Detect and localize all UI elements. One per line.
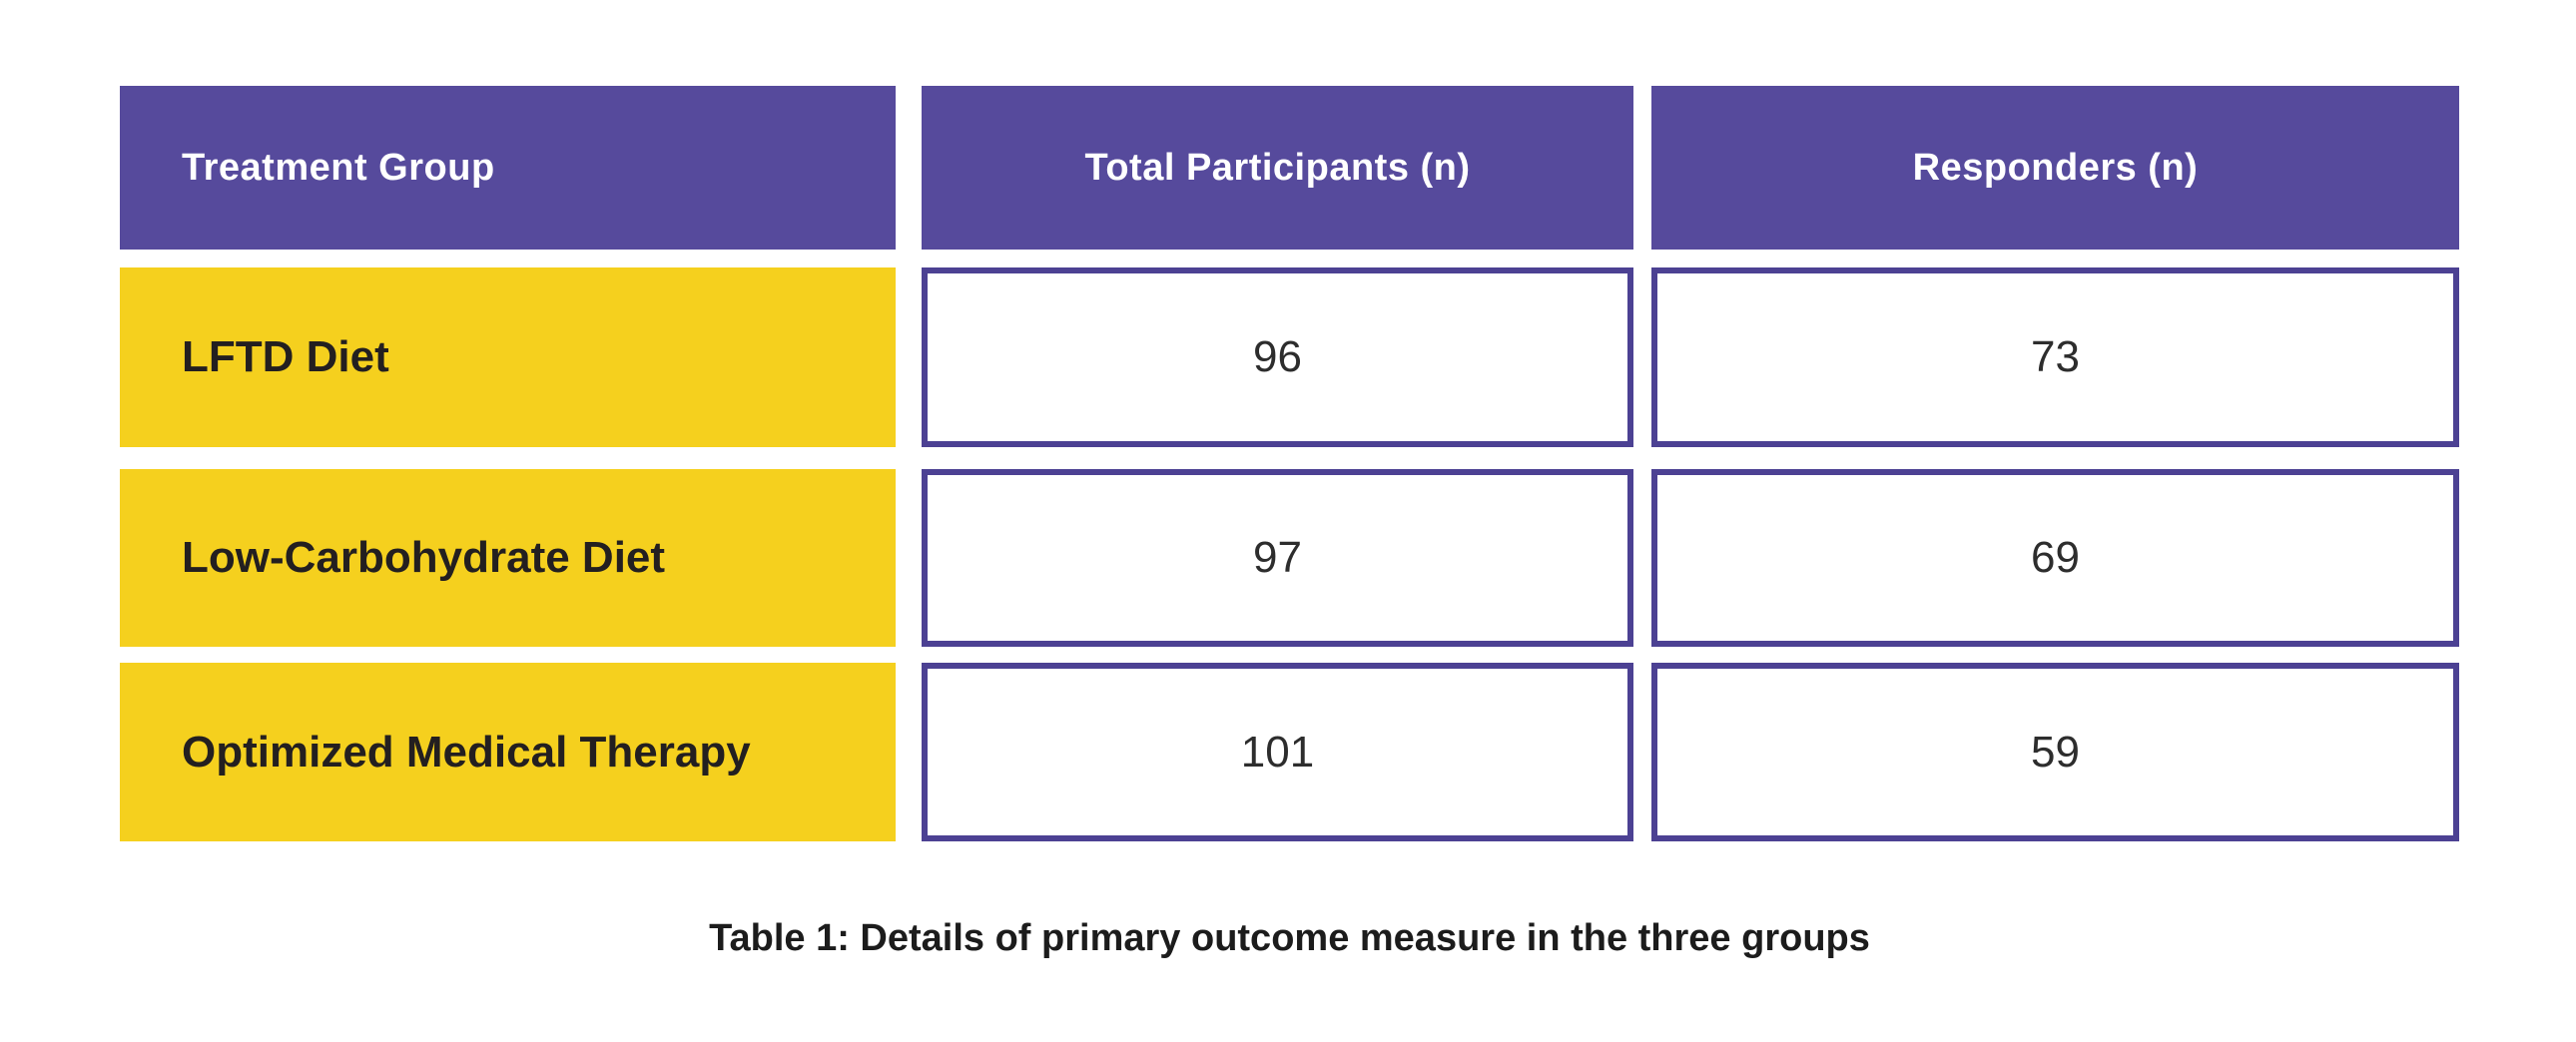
value-text: 59 [2031,727,2080,777]
value-text: 97 [1253,533,1302,582]
header-cell-treatment-group: Treatment Group [120,86,896,250]
header-label: Responders (n) [1912,146,2199,189]
table-caption: Table 1: Details of primary outcome meas… [709,916,1870,959]
row-label-low-carbohydrate-diet: Low-Carbohydrate Diet [120,469,896,647]
row-label-text: Low-Carbohydrate Diet [182,533,666,582]
header-label: Total Participants (n) [1084,146,1471,189]
row-label-lftd-diet: LFTD Diet [120,267,896,447]
value-text: 73 [2031,332,2080,381]
header-cell-responders: Responders (n) [1651,86,2459,250]
value-cell-lowcarb-total: 97 [922,469,1633,647]
value-cell-omt-total: 101 [922,663,1633,841]
value-text: 69 [2031,533,2080,582]
row-label-optimized-medical-therapy: Optimized Medical Therapy [120,663,896,841]
value-text: 96 [1253,332,1302,381]
header-cell-total-participants: Total Participants (n) [922,86,1633,250]
header-label: Treatment Group [182,146,495,189]
value-cell-lftd-responders: 73 [1651,267,2459,447]
value-cell-lowcarb-responders: 69 [1651,469,2459,647]
row-label-text: Optimized Medical Therapy [182,727,751,777]
value-cell-lftd-total: 96 [922,267,1633,447]
row-label-text: LFTD Diet [182,332,389,381]
value-text: 101 [1240,727,1315,777]
value-cell-omt-responders: 59 [1651,663,2459,841]
